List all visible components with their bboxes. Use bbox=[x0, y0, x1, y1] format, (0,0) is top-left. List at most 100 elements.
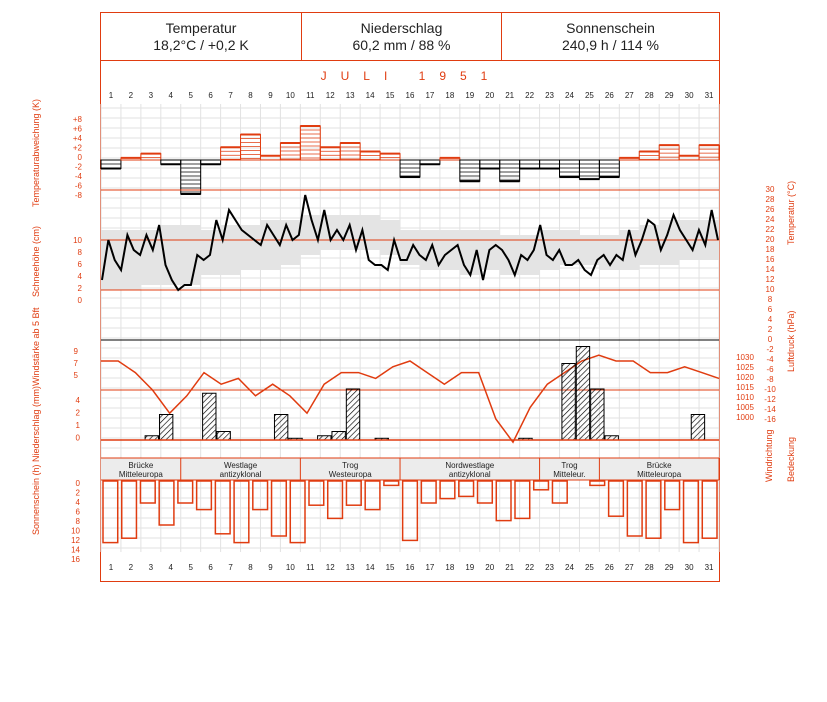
temp-tick-right-lower: -12 bbox=[764, 395, 776, 404]
precip-bar bbox=[575, 346, 591, 441]
day-label-top: 23 bbox=[545, 91, 554, 100]
day-label-top: 26 bbox=[605, 91, 614, 100]
header-sunshine-title: Sonnenschein bbox=[566, 20, 655, 36]
temperature-line bbox=[101, 194, 719, 292]
temp-tick-right: 24 bbox=[766, 215, 775, 224]
day-label-top: 9 bbox=[268, 91, 273, 100]
sunshine-bar bbox=[289, 480, 306, 544]
temp-tick-right: 10 bbox=[766, 285, 775, 294]
sun-tick: 6 bbox=[76, 508, 81, 517]
day-label-bottom: 7 bbox=[228, 563, 233, 572]
temp-dev-bar bbox=[299, 125, 321, 161]
day-label-bottom: 13 bbox=[346, 563, 355, 572]
sunshine-bar bbox=[364, 480, 381, 511]
pressure-tick: 1010 bbox=[736, 393, 754, 402]
temp-tick-right-lower: -8 bbox=[766, 375, 774, 384]
pressure-tick: 1005 bbox=[736, 403, 754, 412]
day-label-top: 7 bbox=[228, 91, 233, 100]
day-label-top: 25 bbox=[585, 91, 594, 100]
day-label-bottom: 22 bbox=[525, 563, 534, 572]
sun-tick: 10 bbox=[71, 527, 80, 536]
sun-tick: 2 bbox=[76, 489, 81, 498]
sunshine-bar bbox=[345, 480, 362, 506]
pressure-tick: 1025 bbox=[736, 363, 754, 372]
temp-tick-right: 22 bbox=[766, 225, 775, 234]
day-label-bottom: 26 bbox=[605, 563, 614, 572]
temp-tick-right-lower: -2 bbox=[766, 345, 774, 354]
wind-tick: 5 bbox=[74, 371, 79, 380]
sunshine-bar bbox=[420, 480, 437, 504]
day-label-top: 13 bbox=[346, 91, 355, 100]
sunshine-bar bbox=[607, 480, 625, 517]
day-label-top: 28 bbox=[645, 91, 654, 100]
day-label-top: 29 bbox=[665, 91, 674, 100]
sunshine-bar bbox=[139, 480, 156, 504]
grid bbox=[100, 104, 720, 552]
pressure-tick: 1030 bbox=[736, 353, 754, 362]
precip-tick: 1 bbox=[76, 421, 81, 430]
temp-tick-right: 12 bbox=[766, 275, 775, 284]
snow-tick: 6 bbox=[78, 260, 83, 269]
precip-bar bbox=[561, 363, 576, 441]
header-precipitation: Niederschlag 60,2 mm / 88 % bbox=[301, 13, 501, 61]
sunshine-bar bbox=[270, 480, 288, 537]
precip-bar bbox=[690, 414, 706, 441]
temp-dev-tick: +4 bbox=[73, 134, 83, 143]
header-temperature-value: 18,2°C / +0,2 K bbox=[153, 37, 249, 53]
day-label-bottom: 31 bbox=[705, 563, 714, 572]
sunshine-bar bbox=[701, 480, 718, 539]
day-label-bottom: 17 bbox=[425, 563, 434, 572]
sunshine-bar bbox=[158, 480, 175, 526]
day-label-bottom: 9 bbox=[268, 563, 273, 572]
precip-tick: 4 bbox=[76, 396, 81, 405]
day-label-top: 24 bbox=[565, 91, 574, 100]
sun-tick: 4 bbox=[76, 498, 81, 507]
temp-tick-right: 30 bbox=[766, 185, 775, 194]
day-label-bottom: 1 bbox=[109, 563, 114, 572]
weather-type-name: Trog bbox=[561, 461, 577, 470]
day-label-top: 31 bbox=[705, 91, 714, 100]
precip-bar bbox=[202, 392, 217, 441]
sunshine-bar bbox=[551, 480, 568, 504]
day-label-bottom: 8 bbox=[248, 563, 253, 572]
sunshine-bar bbox=[532, 480, 550, 491]
temp-dev-tick: +8 bbox=[73, 115, 83, 124]
pressure-tick: 1015 bbox=[736, 383, 754, 392]
precip-bar bbox=[273, 414, 289, 441]
precip-bar bbox=[331, 431, 346, 441]
temp-tick-right-lower: -6 bbox=[766, 365, 774, 374]
weather-type-detail: Mitteleur. bbox=[553, 470, 585, 479]
day-label-bottom: 2 bbox=[129, 563, 134, 572]
day-label-top: 4 bbox=[169, 91, 174, 100]
weather-type-name: Westlage bbox=[224, 461, 258, 470]
weather-type-name: Brücke bbox=[128, 461, 153, 470]
weather-type-detail: antizyklonal bbox=[449, 470, 491, 479]
day-label-top: 8 bbox=[248, 91, 253, 100]
weather-type-name: Brücke bbox=[647, 461, 672, 470]
pressure-tick: 1000 bbox=[736, 413, 754, 422]
snow-tick: 0 bbox=[78, 296, 83, 305]
sunshine-bar bbox=[252, 480, 269, 511]
day-label-top: 12 bbox=[326, 91, 335, 100]
header-temperature-title: Temperatur bbox=[165, 20, 237, 36]
wind-tick: 9 bbox=[74, 347, 79, 356]
temp-dev-tick: +6 bbox=[73, 125, 83, 134]
day-label-top: 18 bbox=[445, 91, 454, 100]
header-sunshine-value: 240,9 h / 114 % bbox=[561, 37, 660, 53]
precip-bar bbox=[590, 388, 605, 441]
day-label-top: 16 bbox=[406, 91, 415, 100]
sunshine-bar bbox=[495, 480, 512, 522]
temp-tick-right: 26 bbox=[766, 205, 775, 214]
day-label-top: 30 bbox=[685, 91, 694, 100]
temp-tick-right-lower: 2 bbox=[768, 325, 773, 334]
sun-tick: 0 bbox=[76, 479, 81, 488]
sunshine-bar bbox=[195, 480, 213, 511]
day-label-top: 22 bbox=[525, 91, 534, 100]
precip-bar bbox=[216, 431, 231, 441]
day-label-bottom: 27 bbox=[625, 563, 634, 572]
sunshine-bar bbox=[233, 480, 250, 544]
temp-tick-right-lower: -4 bbox=[766, 355, 774, 364]
temp-tick-right: 14 bbox=[766, 265, 775, 274]
sunshine-bar bbox=[120, 480, 138, 539]
temp-tick-right: 28 bbox=[766, 195, 775, 204]
